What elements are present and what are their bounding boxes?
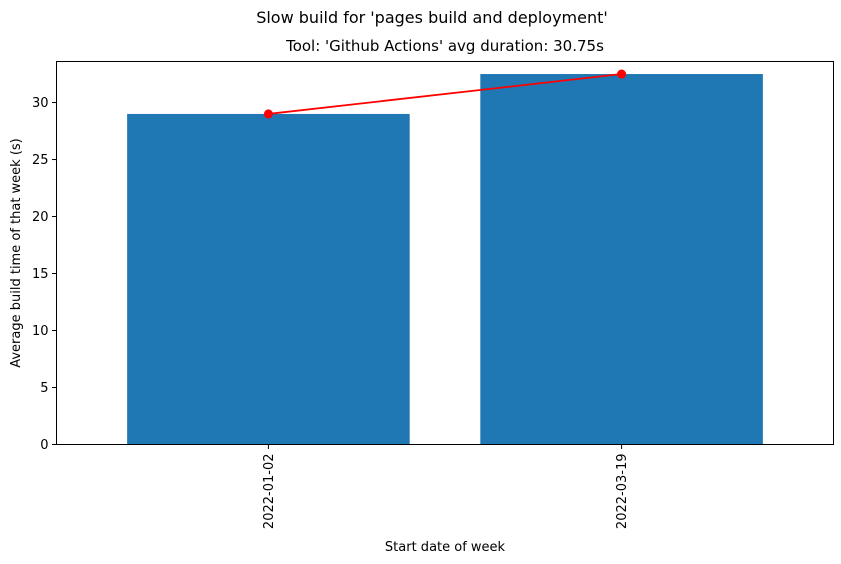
trend-line [268,73,622,115]
y-tick-label: 0 [40,438,48,453]
bar-2022-03-19 [480,74,763,445]
x-tick-label: 2022-03-19 [615,454,630,530]
bar-2022-01-02 [127,113,410,445]
chart-title: Tool: 'Github Actions' avg duration: 30.… [285,37,604,55]
y-tick-label: 20 [32,210,49,225]
trend-point-2022-03-19 [617,69,627,79]
y-axis-label: Average build time of that week (s) [9,138,24,368]
y-tick-label: 10 [32,324,49,339]
plot-frame [56,61,834,445]
y-tick-label: 25 [32,153,49,168]
bars-group [127,74,763,445]
y-tick-label: 30 [32,96,49,111]
y-tick-label: 15 [32,267,49,282]
trend-point-2022-01-02 [263,109,273,119]
y-axis: 0 5 10 15 20 25 30 [32,96,57,453]
y-tick-label: 5 [40,381,48,396]
x-axis: 2022-01-02 2022-03-19 [262,444,630,530]
x-axis-label: Start date of week [385,540,506,555]
line-series-group [263,69,627,119]
x-tick-label: 2022-01-02 [262,454,277,530]
chart-suptitle: Slow build for 'pages build and deployme… [256,8,608,27]
